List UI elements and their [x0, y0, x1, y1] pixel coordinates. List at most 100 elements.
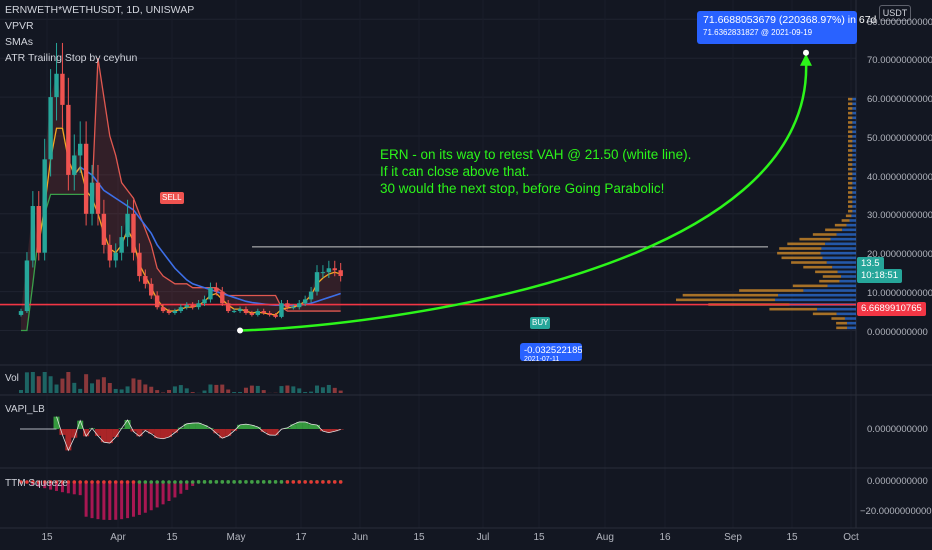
indicator-vpvr[interactable]: VPVR [5, 20, 34, 32]
price-tick: 20.0000000000 [867, 249, 932, 260]
ttm-histogram-bar [120, 482, 124, 520]
volume-bar [54, 384, 59, 393]
vapi-bar [183, 423, 190, 429]
ttm-squeeze-dot [220, 480, 225, 484]
vpvr-bar-up [779, 247, 822, 250]
candle [143, 276, 148, 284]
vpvr-bar-down [852, 177, 856, 180]
volume-bar [42, 372, 47, 393]
chart-annotation: ERN - on its way to retest VAH @ 21.50 (… [380, 146, 691, 197]
buy-signal: BUY [530, 317, 551, 329]
vapi-bar [331, 429, 338, 432]
vpvr-bar-up [848, 116, 853, 120]
indicator-atr-trailing-stop[interactable]: ATR Trailing Stop by ceyhun [5, 52, 138, 64]
vpvr-bar-up [848, 195, 853, 199]
indicator-smas[interactable]: SMAs [5, 36, 34, 48]
volume-bar [36, 376, 41, 393]
vpvr-bar-down [852, 186, 856, 190]
ttm-squeeze-dot [202, 480, 207, 484]
vpvr-bar-up [682, 293, 779, 297]
volume-bar [291, 386, 296, 393]
volume-bar [167, 389, 171, 393]
ttm-squeeze-dot [327, 480, 331, 484]
vpvr-bar-down [852, 172, 856, 176]
ttm-squeeze-dot [131, 480, 136, 484]
candle [166, 311, 172, 313]
vpvr-bar-down [852, 125, 856, 129]
volume-bar [155, 390, 160, 393]
ttm-histogram-bar [72, 482, 76, 495]
vpvr-bar-down [852, 209, 856, 213]
vpvr-bar-up [848, 191, 853, 194]
date-tick: 17 [295, 532, 307, 543]
sma-fast-line [38, 127, 341, 316]
ttm-squeeze-dot [48, 480, 53, 484]
currency-selector[interactable]: USDT [879, 5, 911, 21]
vpvr-bar-down [852, 116, 856, 120]
date-tick: 15 [166, 532, 178, 543]
volume-bar [143, 384, 148, 393]
vpvr-bar-up [819, 279, 840, 283]
ttm-squeeze-dot [190, 480, 195, 484]
vpvr-bar-down [852, 102, 856, 106]
vpvr-bar-up [848, 102, 853, 106]
ttm-squeeze-dot [72, 480, 77, 484]
vpvr-bar-down [852, 107, 856, 110]
vpvr-bar-down [837, 270, 856, 274]
vapi-bar [248, 425, 255, 429]
candle [297, 303, 302, 308]
ttm-squeeze-dot [261, 480, 266, 484]
vpvr-bar-down [826, 261, 856, 264]
ttm-squeeze-dot [232, 480, 236, 484]
volume-bar [90, 383, 95, 393]
candle [172, 311, 178, 313]
candle [243, 309, 249, 313]
ttm-histogram-bar [90, 482, 94, 519]
vapi-bar [65, 429, 72, 451]
vpvr-bar-up [799, 237, 831, 241]
vapi-bar [219, 429, 226, 439]
ttm-squeeze-dot [167, 480, 171, 484]
vpvr-bar-down [847, 326, 856, 330]
date-tick: 16 [659, 532, 671, 543]
ttm-histogram-bar [143, 482, 147, 513]
volume-pane-label[interactable]: Vol [5, 373, 19, 384]
candle [30, 206, 36, 261]
vpvr-bar-up [848, 135, 853, 138]
vapi-bar [171, 429, 178, 433]
annotation-line: 30 would the next stop, before Going Par… [380, 181, 665, 196]
candle [279, 303, 284, 317]
volume-bar [178, 385, 183, 393]
volume-bar [149, 386, 154, 393]
vpvr-bar-up [848, 97, 853, 101]
vpvr-bar-down [852, 153, 856, 157]
ttm-histogram-bar [78, 482, 82, 496]
candle [302, 299, 308, 304]
ttm-pane-label[interactable]: TTM Squeeze [5, 478, 68, 489]
date-tick: 15 [41, 532, 53, 543]
vpvr-bar-up [848, 172, 853, 176]
volume-bar [297, 388, 302, 393]
candle [208, 287, 213, 300]
ttm-squeeze-dot [54, 480, 59, 484]
vpvr-bar-up [825, 228, 843, 232]
ttm-squeeze-dot [279, 480, 284, 484]
vapi-line [56, 416, 341, 452]
vpvr-bar-down [830, 237, 856, 241]
vpvr-bar-down [852, 135, 856, 138]
vapi-bar [290, 424, 297, 429]
vapi-bar [77, 420, 84, 429]
volume-bar [338, 390, 343, 393]
symbol-title[interactable]: ERNWETH*WETHUSDT, 1D, UNISWAP [5, 4, 195, 16]
vpvr-bar-up [822, 275, 842, 278]
candle [54, 73, 59, 98]
candle [267, 312, 272, 315]
vpvr-bar-down [836, 312, 856, 316]
vpvr-bar-up [803, 265, 833, 269]
vapi-pane-label[interactable]: VAPI_LB [5, 404, 45, 415]
vpvr-bar-down [841, 275, 856, 278]
ttm-histogram-bar [114, 482, 118, 520]
candle [196, 303, 201, 308]
candle [107, 244, 112, 261]
